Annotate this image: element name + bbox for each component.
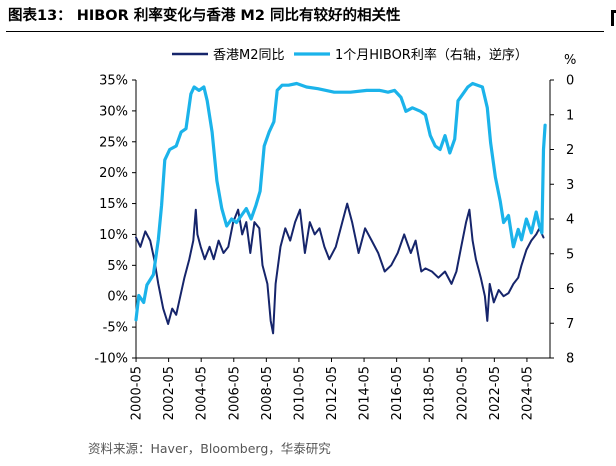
x-tick-label: 2014-05 xyxy=(358,366,373,420)
x-tick-label: 2004-05 xyxy=(195,366,210,420)
left-tick-label: 5% xyxy=(107,259,128,274)
right-tick-label: 3 xyxy=(566,178,574,193)
left-tick-label: 35% xyxy=(99,74,128,89)
right-tick-label: 2 xyxy=(566,143,574,158)
legend: 香港M2同比 1个月HIBOR利率（右轴，逆序） xyxy=(172,47,528,63)
axes: 35% 30% 25% 20% 15% 10% 5% 0% -5% -10% 0 1 2 3 4 5 6 7 8% 2… xyxy=(94,53,576,420)
right-tick-label: 1 xyxy=(566,108,574,123)
x-tick-label: 2008-05 xyxy=(260,366,275,420)
right-tick-label: 8 xyxy=(566,352,574,367)
x-tick-label: 2002-05 xyxy=(162,366,177,420)
chart-title: 图表13： HIBOR 利率变化与香港 M2 同比有较好的相关性 xyxy=(8,8,401,24)
left-tick-label: 20% xyxy=(99,166,128,181)
x-tick-label: 2012-05 xyxy=(325,366,340,420)
right-axis-unit: % xyxy=(564,53,576,68)
right-tick-label: 4 xyxy=(566,213,574,228)
source-note: 资料来源：Haver，Bloomberg，华泰研究 xyxy=(88,441,331,456)
x-tick-label: 2006-05 xyxy=(227,366,242,420)
left-tick-label: 30% xyxy=(99,104,128,119)
left-tick-label: 10% xyxy=(99,228,128,243)
x-tick-label: 2000-05 xyxy=(130,366,145,420)
left-tick-label: 0% xyxy=(107,290,128,305)
left-tick-label: -5% xyxy=(103,321,128,336)
left-tick-label: 15% xyxy=(99,197,128,212)
x-tick-label: 2018-05 xyxy=(423,366,438,420)
left-tick-label: -10% xyxy=(94,352,128,367)
title-divider xyxy=(6,31,604,32)
x-tick-label: 2010-05 xyxy=(292,366,307,420)
right-tick-label: 6 xyxy=(566,282,574,297)
x-tick-label: 2016-05 xyxy=(390,366,405,420)
x-tick-label: 2022-05 xyxy=(488,366,503,420)
x-tick-label: 2024-05 xyxy=(520,366,535,420)
legend-label-hibor: 1个月HIBOR利率（右轴，逆序） xyxy=(335,47,528,63)
m2-series-line xyxy=(135,202,545,335)
left-tick-label: 25% xyxy=(99,135,128,150)
right-tick-label: 5 xyxy=(566,247,574,262)
right-tick-label: 7 xyxy=(566,317,574,332)
x-tick-label: 2020-05 xyxy=(455,366,470,420)
hibor-series-line xyxy=(134,81,547,322)
legend-label-m2: 香港M2同比 xyxy=(213,48,285,63)
next-figure-corner-mark xyxy=(607,4,616,26)
series-layer xyxy=(134,81,547,335)
chart-plot: 35% 30% 25% 20% 15% 10% 5% 0% -5% -10% 0 1 2 3 4 5 6 7 8% 2… xyxy=(94,47,576,420)
right-tick-label: 0 xyxy=(566,74,574,89)
